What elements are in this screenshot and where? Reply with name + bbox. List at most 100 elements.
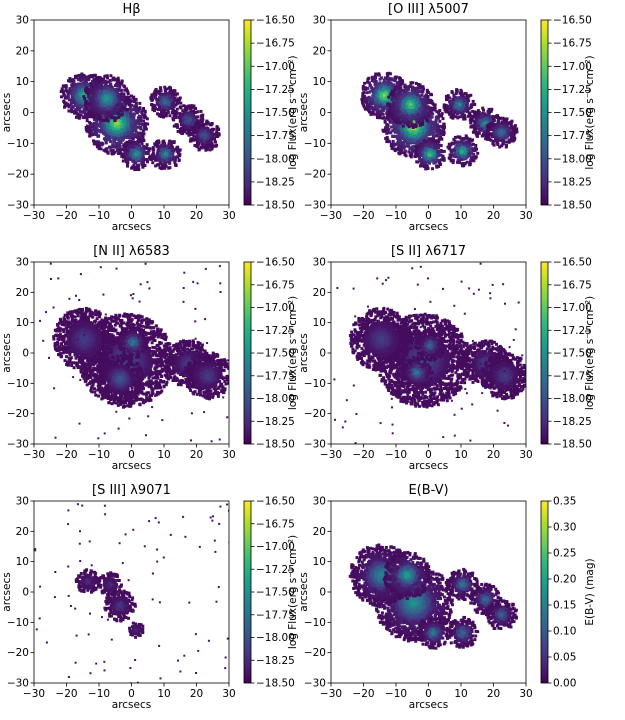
colorbar-tick-label: −18.50: [256, 200, 295, 212]
x-tick-label: −20: [55, 688, 77, 700]
y-tick-label: 30: [313, 496, 326, 508]
colorbar-label: log Flux(erg s⁻¹ cm⁻²): [287, 55, 299, 169]
colorbar-tick-label: −17.50: [553, 348, 592, 360]
colorbar: [540, 19, 549, 206]
panel-5: E(B-V) −30 −20 −10 0 10 20 30 −30 −20 −10 0 10 20 30 ar…: [298, 483, 596, 711]
colorbar-tick-label: −18.25: [256, 655, 295, 667]
y-tick-label: −20: [304, 408, 326, 420]
y-axis-label: arcsecs: [298, 93, 310, 132]
y-tick-label: −20: [7, 647, 29, 659]
y-tick-label: −30: [7, 439, 29, 451]
y-tick-label: 0: [319, 587, 326, 599]
y-tick-label: −20: [7, 169, 29, 181]
x-tick-label: 10: [157, 210, 170, 222]
y-tick-label: 20: [313, 45, 326, 57]
y-tick-label: 10: [16, 317, 29, 329]
colorbar-tick-label: −17.25: [256, 325, 295, 337]
x-tick-label: 20: [487, 449, 500, 461]
colorbar-tick-label: −16.50: [553, 257, 592, 269]
emission-map: [360, 71, 519, 171]
y-tick-label: 0: [319, 107, 326, 119]
colorbar-tick-label: −16.75: [256, 38, 295, 50]
x-tick-label: −20: [55, 449, 77, 461]
colorbar-label: log Flux(erg s⁻¹ cm⁻²): [287, 296, 299, 410]
colorbar-tick-label: −18.25: [256, 416, 295, 428]
x-tick-label: 20: [487, 688, 500, 700]
colorbar-tick-label: −18.50: [553, 439, 592, 451]
x-tick-label: 20: [190, 210, 203, 222]
colorbar-tick-label: 0.35: [553, 496, 576, 508]
colorbar-tick-label: −17.75: [553, 370, 592, 382]
y-tick-label: 20: [16, 287, 29, 299]
x-tick-label: −30: [320, 210, 342, 222]
y-tick-label: −30: [7, 200, 29, 212]
colorbar: [243, 500, 252, 684]
y-tick-label: −30: [304, 200, 326, 212]
colorbar-tick-label: 0.30: [553, 522, 576, 534]
panel-title: [N II] λ6583: [93, 244, 170, 259]
colorbar: [540, 261, 549, 445]
colorbar-tick-label: −17.75: [553, 130, 592, 142]
colorbar-tick-label: −18.25: [553, 416, 592, 428]
colorbar-label: log Flux(erg s⁻¹ cm⁻²): [287, 535, 299, 649]
emission-map: [34, 503, 229, 683]
y-tick-label: 10: [313, 317, 326, 329]
y-tick-label: 30: [313, 15, 326, 27]
x-axis-label: arcsecs: [409, 221, 448, 233]
x-tick-label: −30: [23, 449, 45, 461]
x-tick-label: −10: [385, 210, 407, 222]
y-tick-label: −20: [304, 169, 326, 181]
colorbar-tick-label: −17.25: [256, 84, 295, 96]
x-tick-label: −10: [385, 688, 407, 700]
y-tick-label: 0: [22, 587, 29, 599]
x-tick-label: −10: [88, 210, 110, 222]
x-tick-label: −20: [352, 210, 374, 222]
x-tick-label: 0: [128, 210, 135, 222]
colorbar-tick-label: −16.50: [256, 496, 295, 508]
colorbar-tick-label: −17.00: [553, 302, 592, 314]
x-tick-label: −20: [352, 449, 374, 461]
y-tick-label: 10: [16, 556, 29, 568]
colorbar-tick-label: −17.75: [256, 130, 295, 142]
y-tick-label: 0: [22, 348, 29, 360]
y-tick-label: −10: [304, 617, 326, 629]
y-tick-label: −10: [7, 138, 29, 150]
x-tick-label: 20: [190, 688, 203, 700]
y-tick-label: 10: [313, 556, 326, 568]
y-tick-label: 10: [313, 76, 326, 88]
x-tick-label: 30: [519, 449, 532, 461]
emission-map: [348, 543, 518, 650]
colorbar: [540, 500, 549, 684]
colorbar: [243, 261, 252, 445]
y-tick-label: 10: [16, 76, 29, 88]
colorbar-tick-label: −17.00: [256, 61, 295, 73]
x-tick-label: 10: [454, 210, 467, 222]
colorbar-tick-label: −17.50: [553, 107, 592, 119]
x-tick-label: −30: [320, 449, 342, 461]
y-tick-label: −20: [7, 408, 29, 420]
colorbar-tick-label: −18.00: [256, 632, 295, 644]
x-tick-label: 30: [222, 210, 235, 222]
panel-3: [S II] λ6717 −30 −20 −10 0 10 20 30 −30 −20 −10 0 10…: [298, 244, 596, 472]
x-tick-label: −20: [55, 210, 77, 222]
emission-map: [59, 72, 221, 172]
y-tick-label: −10: [304, 138, 326, 150]
x-axis-label: arcsecs: [112, 460, 151, 472]
x-tick-label: 10: [157, 449, 170, 461]
y-tick-label: −30: [7, 678, 29, 690]
panel-4: [S III] λ9071 −30 −20 −10 0 10 20 30 −30 −20 −10 0 1…: [1, 483, 299, 711]
panel-title: E(B-V): [408, 483, 448, 498]
colorbar-tick-label: −18.00: [256, 393, 295, 405]
colorbar-tick-label: 0.05: [553, 652, 576, 664]
x-tick-label: −20: [352, 688, 374, 700]
colorbar-tick-label: 0.00: [553, 678, 576, 690]
x-tick-label: 10: [454, 688, 467, 700]
colorbar-tick-label: −16.75: [256, 279, 295, 291]
y-tick-label: 30: [16, 257, 29, 269]
panel-title: [O III] λ5007: [388, 2, 469, 17]
colorbar: [243, 19, 252, 206]
y-tick-label: −20: [304, 647, 326, 659]
colorbar-label: E(B-V) (mag): [584, 558, 596, 625]
x-tick-label: 0: [128, 449, 135, 461]
